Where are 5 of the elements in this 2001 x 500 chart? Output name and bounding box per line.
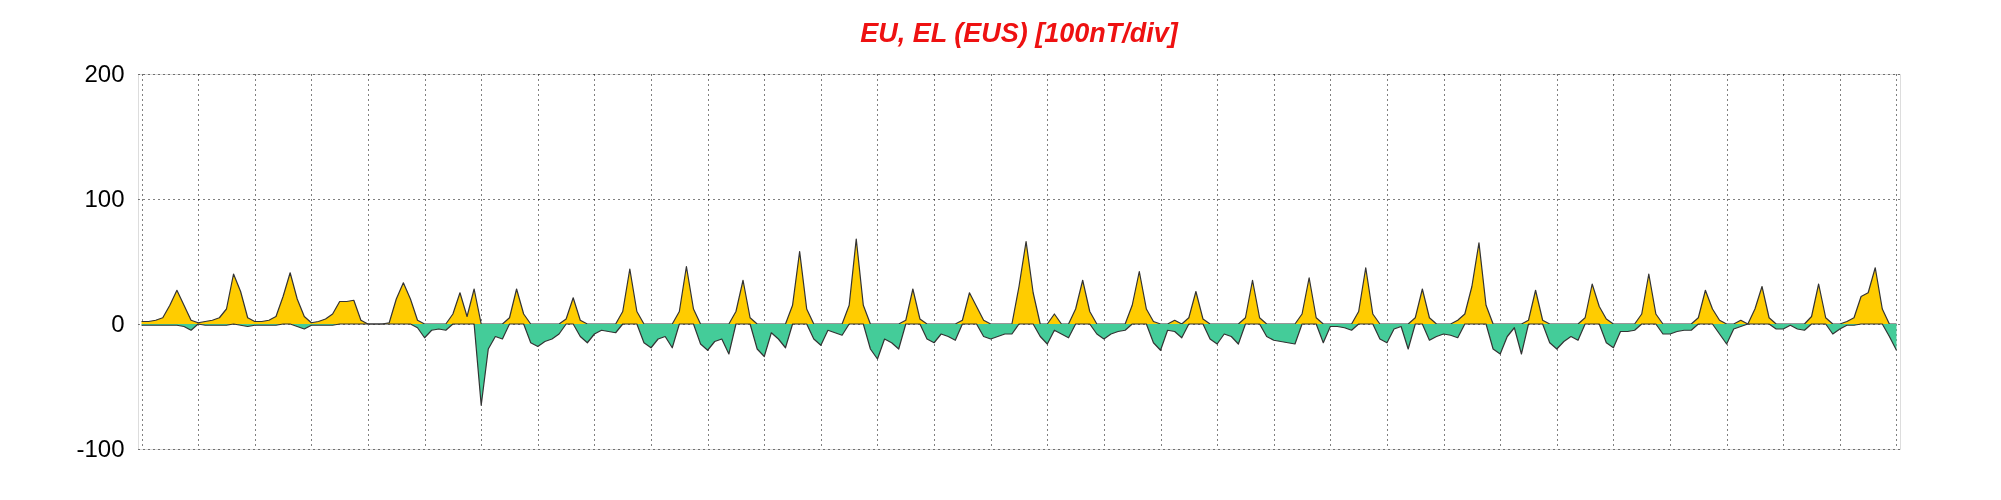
chart-title: EU, EL (EUS) [100nT/div] (860, 18, 1179, 48)
y-tick-label: -100 (76, 434, 125, 462)
y-tick-label: 200 (84, 59, 125, 87)
y-tick-label: 0 (111, 309, 125, 337)
y-tick-label: 100 (84, 184, 125, 212)
